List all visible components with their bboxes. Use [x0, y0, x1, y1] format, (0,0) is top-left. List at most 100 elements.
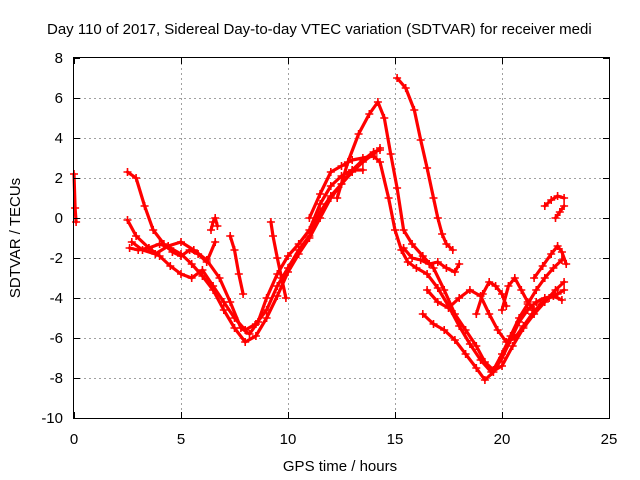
data-point-marker [177, 270, 185, 278]
data-point-marker [560, 286, 569, 294]
data-point-marker [273, 292, 282, 300]
data-point-marker [393, 74, 402, 82]
series-layer [70, 74, 571, 384]
data-point-marker [498, 362, 506, 370]
data-point-marker [177, 238, 185, 246]
data-point-marker [343, 158, 352, 166]
grid-layer [74, 58, 609, 418]
data-point-marker [269, 232, 277, 240]
data-point-marker [408, 254, 417, 262]
data-point-marker [540, 294, 549, 302]
data-point-marker [549, 264, 558, 272]
data-point-marker [429, 264, 438, 272]
data-point-marker [461, 350, 470, 358]
data-point-marker [254, 318, 262, 326]
data-point-marker [365, 110, 374, 118]
data-point-marker [557, 248, 566, 256]
data-point-marker [348, 166, 357, 174]
data-point-marker [226, 298, 235, 306]
series-line [228, 234, 245, 296]
data-point-marker [187, 274, 196, 282]
data-point-marker [408, 240, 417, 248]
data-point-marker [562, 260, 571, 268]
data-point-marker [489, 368, 498, 376]
data-point-marker [491, 282, 500, 290]
data-point-marker [281, 294, 290, 302]
data-point-marker [549, 292, 558, 300]
data-point-marker [442, 264, 451, 272]
data-point-marker [440, 326, 449, 334]
series-arc-14 [418, 292, 566, 384]
data-point-marker [326, 182, 335, 190]
data-point-marker [560, 278, 569, 286]
series-line [395, 76, 455, 252]
series-arc-6 [207, 214, 222, 234]
y-tick-label: -4 [50, 290, 63, 307]
data-point-marker [337, 162, 346, 170]
y-tick-label: -2 [50, 250, 63, 267]
series-line [500, 276, 536, 312]
data-point-marker [498, 306, 506, 314]
series-arc-1 [70, 170, 81, 226]
data-point-marker [373, 98, 382, 106]
data-point-marker [123, 168, 132, 176]
data-point-marker [209, 286, 218, 294]
x-tick-label: 15 [387, 431, 404, 448]
series-arc-10 [333, 98, 566, 374]
data-point-marker [219, 306, 228, 314]
series-line [421, 294, 564, 382]
data-point-marker [410, 106, 419, 114]
data-point-marker [465, 340, 474, 348]
data-point-marker [369, 152, 378, 160]
data-point-marker [423, 164, 432, 172]
data-point-marker [316, 214, 325, 222]
series-line [209, 216, 219, 232]
data-point-marker [425, 260, 434, 268]
data-point-marker [485, 278, 494, 286]
y-tick-label: 0 [55, 210, 63, 227]
data-point-marker [138, 246, 147, 254]
data-point-marker [164, 242, 173, 250]
series-arc-16 [498, 274, 539, 314]
data-point-marker [251, 332, 260, 340]
series-arc-15 [472, 278, 511, 318]
data-point-marker [478, 290, 487, 298]
data-point-marker [448, 246, 457, 254]
data-point-marker [560, 202, 569, 210]
data-point-marker [284, 268, 292, 276]
data-point-marker [532, 298, 541, 306]
data-point-marker [149, 226, 158, 234]
data-point-marker [132, 232, 141, 240]
data-point-marker [127, 238, 136, 246]
data-point-marker [472, 364, 481, 372]
label-layer: 0 5 10 15 20 25 -10 -8 -6 -4 -2 0 2 4 6 8 [41, 50, 617, 448]
data-point-marker [151, 250, 160, 258]
series-arc-18 [540, 192, 569, 210]
tick-layer [74, 58, 610, 419]
data-point-marker [493, 326, 502, 334]
data-point-marker [187, 260, 196, 268]
data-point-marker [294, 250, 303, 258]
data-point-marker [433, 284, 442, 292]
data-point-marker [540, 202, 549, 210]
data-point-marker [213, 222, 222, 230]
y-tick-label: -10 [41, 410, 63, 427]
data-point-marker [510, 274, 519, 282]
data-point-marker [423, 270, 432, 278]
data-point-marker [547, 250, 556, 258]
series-arc-17 [530, 242, 571, 282]
data-point-marker [198, 272, 207, 280]
data-point-marker [155, 252, 164, 260]
data-point-marker [245, 330, 254, 338]
data-point-marker [71, 204, 80, 212]
data-point-marker [508, 342, 517, 350]
data-point-marker [166, 262, 175, 270]
data-point-marker [465, 286, 474, 294]
data-point-marker [560, 194, 569, 202]
data-point-marker [236, 324, 245, 332]
data-point-marker [211, 214, 220, 222]
plot-frame [73, 57, 610, 419]
series-line [72, 172, 78, 224]
data-point-marker [530, 274, 539, 282]
data-point-marker [472, 342, 481, 350]
